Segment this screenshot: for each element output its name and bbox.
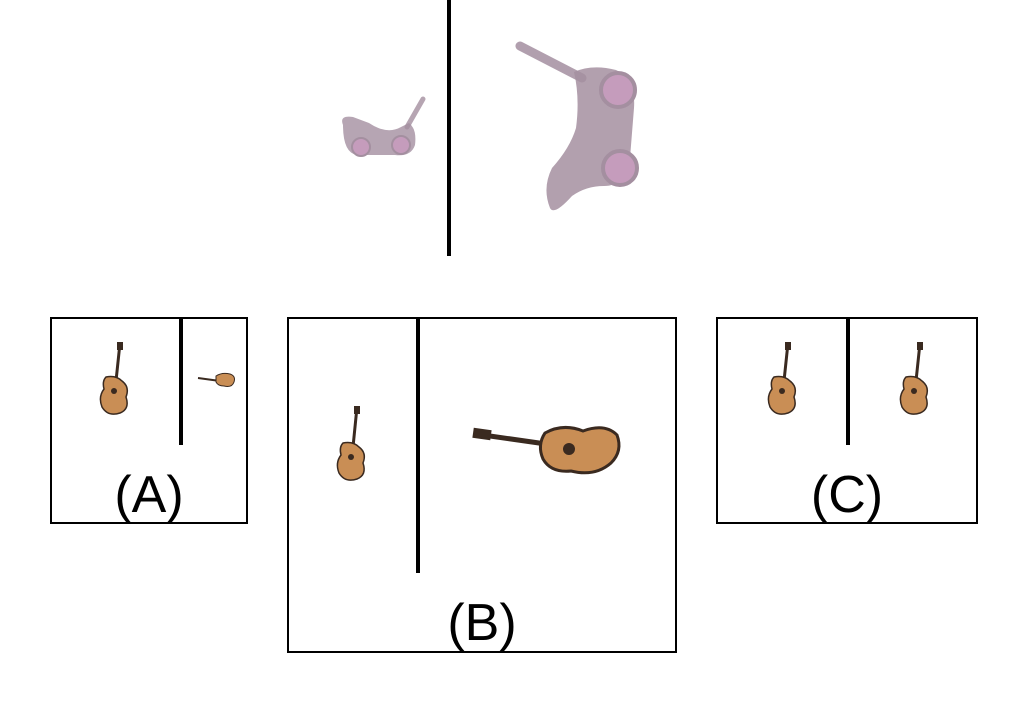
option-b-panel[interactable]: (B) [287, 317, 677, 653]
guitar-icon [336, 406, 366, 481]
option-a-divider [179, 319, 183, 445]
guitar-icon [899, 342, 929, 415]
stroller-icon [342, 96, 426, 157]
prompt-divider [447, 0, 451, 256]
option-b-label: (B) [447, 594, 517, 652]
option-a-panel[interactable]: (A) [50, 317, 248, 524]
option-c-panel[interactable]: (C) [716, 317, 978, 524]
guitar-icon [472, 426, 621, 475]
option-b-divider [416, 319, 420, 573]
option-a-label: (A) [114, 466, 184, 524]
option-c-divider [846, 319, 850, 445]
stroller-icon [515, 41, 639, 211]
guitar-icon [197, 372, 235, 387]
guitar-icon [99, 342, 129, 415]
option-c-label: (C) [810, 466, 884, 524]
guitar-icon [767, 342, 797, 415]
